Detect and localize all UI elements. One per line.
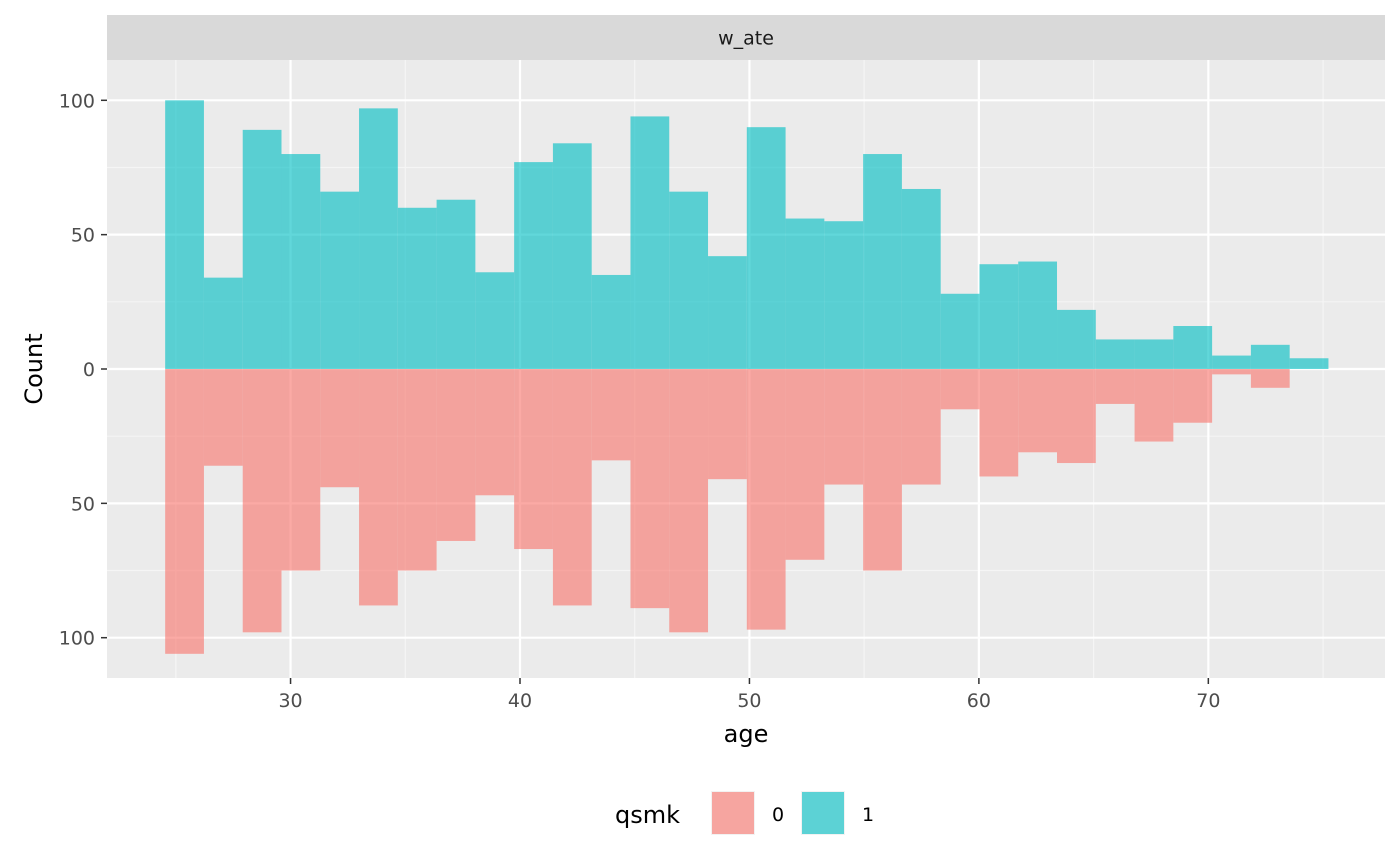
bar-qsmk-1 (281, 154, 321, 369)
bar-qsmk-1 (359, 108, 398, 369)
bar-qsmk-1 (746, 127, 786, 369)
bar-qsmk-0 (1250, 369, 1290, 388)
bar-qsmk-1 (320, 191, 360, 369)
bar-qsmk-1 (203, 277, 243, 369)
bar-qsmk-0 (552, 369, 592, 606)
bar-qsmk-1 (1173, 326, 1213, 369)
bar-qsmk-0 (1134, 369, 1174, 442)
legend-label-1: 1 (862, 804, 874, 826)
facet-strip (107, 15, 1385, 60)
bar-qsmk-1 (708, 256, 747, 369)
bar-qsmk-0 (1095, 369, 1135, 404)
y-tick-label: 0 (83, 359, 95, 381)
bar-qsmk-1 (1289, 358, 1329, 369)
legend: qsmk 0 1 (615, 791, 874, 835)
x-tick-label: 50 (737, 690, 761, 712)
y-tick-label: 100 (59, 90, 95, 112)
bar-qsmk-0 (863, 369, 902, 571)
bar-qsmk-1 (591, 274, 631, 369)
axes: 30 40 50 60 70 100 50 0 50 100 (59, 90, 1221, 712)
x-axis-title: age (724, 720, 769, 748)
bar-qsmk-0 (397, 369, 437, 571)
y-tick-label: 100 (59, 628, 95, 650)
bar-qsmk-0 (165, 369, 204, 654)
bar-qsmk-1 (824, 221, 864, 369)
bar-qsmk-0 (1212, 369, 1251, 375)
bar-qsmk-1 (475, 272, 515, 369)
bar-qsmk-1 (979, 264, 1019, 369)
bar-qsmk-1 (1212, 355, 1251, 369)
bar-qsmk-0 (359, 369, 398, 606)
bar-qsmk-0 (1173, 369, 1213, 423)
bar-qsmk-0 (708, 369, 747, 480)
bar-qsmk-0 (203, 369, 243, 466)
bar-qsmk-0 (979, 369, 1019, 477)
bar-qsmk-1 (436, 199, 476, 369)
bar-qsmk-1 (669, 191, 709, 369)
bar-qsmk-1 (901, 188, 941, 369)
bar-qsmk-0 (785, 369, 825, 560)
x-tick-label: 30 (278, 690, 302, 712)
bar-qsmk-0 (940, 369, 980, 410)
bar-qsmk-0 (824, 369, 864, 485)
bar-qsmk-0 (591, 369, 631, 461)
bar-qsmk-1 (1018, 261, 1058, 369)
bar-qsmk-0 (630, 369, 670, 609)
bar-qsmk-0 (242, 369, 282, 633)
bar-qsmk-0 (281, 369, 321, 571)
x-tick-label: 60 (967, 690, 991, 712)
bar-qsmk-0 (475, 369, 515, 496)
y-tick-label: 50 (71, 493, 95, 515)
bar-qsmk-0 (436, 369, 476, 541)
bar-qsmk-1 (1250, 344, 1290, 369)
legend-key-1 (802, 792, 844, 834)
bar-qsmk-0 (1057, 369, 1096, 464)
bar-qsmk-1 (397, 207, 437, 369)
bar-qsmk-1 (1134, 339, 1174, 369)
bar-qsmk-1 (863, 154, 902, 369)
y-axis-title: Count (20, 333, 48, 404)
facet-strip-label: w_ate (718, 28, 774, 50)
histogram-bars (165, 100, 1329, 654)
x-tick-label: 40 (508, 690, 532, 712)
legend-title: qsmk (615, 801, 680, 829)
bar-qsmk-0 (669, 369, 709, 633)
bar-qsmk-1 (940, 293, 980, 369)
bar-qsmk-1 (1095, 339, 1135, 369)
bar-qsmk-1 (165, 100, 204, 369)
legend-label-0: 0 (772, 804, 784, 826)
bar-qsmk-0 (320, 369, 360, 488)
bar-qsmk-1 (785, 218, 825, 369)
bar-qsmk-0 (514, 369, 553, 550)
bar-qsmk-1 (552, 143, 592, 369)
bar-qsmk-0 (746, 369, 786, 630)
bar-qsmk-1 (630, 116, 670, 369)
bar-qsmk-1 (242, 129, 282, 369)
legend-key-0 (712, 792, 754, 834)
bar-qsmk-0 (1018, 369, 1058, 453)
x-tick-label: 70 (1196, 690, 1220, 712)
bar-qsmk-1 (514, 162, 553, 369)
y-tick-label: 50 (71, 225, 95, 247)
bar-qsmk-1 (1057, 309, 1096, 369)
bar-qsmk-0 (901, 369, 941, 485)
